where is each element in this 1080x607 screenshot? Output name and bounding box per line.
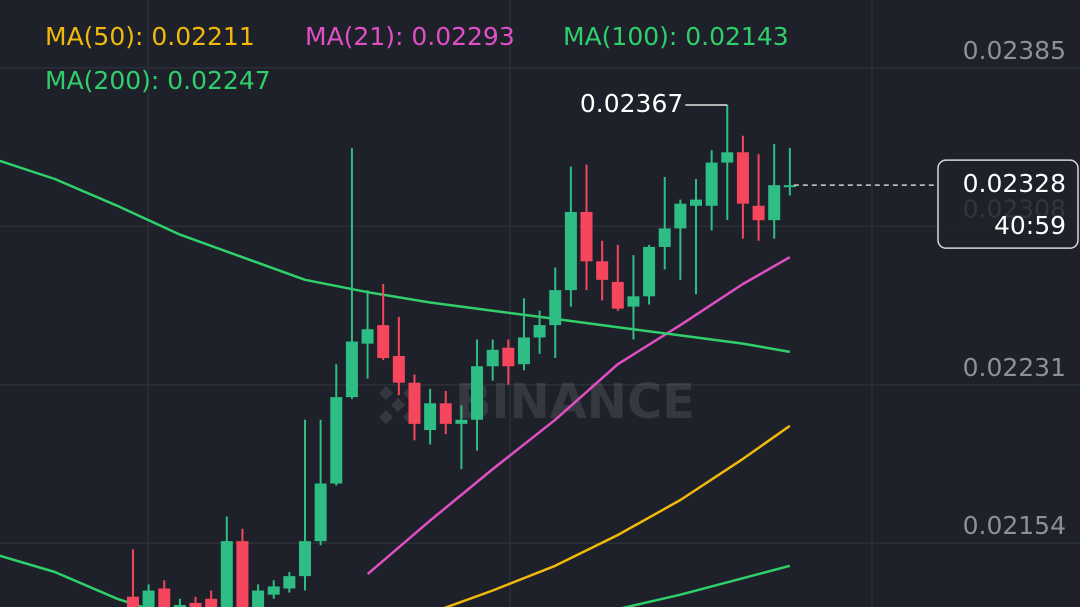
vertical-grid xyxy=(147,0,873,607)
candle-body xyxy=(455,419,468,424)
legend-entry: MA(100): 0.02143 xyxy=(563,22,789,51)
candle-body xyxy=(502,347,515,367)
ma-line xyxy=(0,554,791,607)
candle-body xyxy=(471,366,484,420)
candle-body xyxy=(549,290,562,326)
candle-body xyxy=(533,325,546,338)
candle-body xyxy=(173,604,186,607)
last-price-box xyxy=(937,159,1079,249)
candle-body xyxy=(658,228,671,247)
candle-body xyxy=(345,341,358,398)
candle-body xyxy=(517,337,530,365)
y-tick-label: 0.02154 xyxy=(963,511,1066,540)
candle-body xyxy=(330,397,343,484)
candle-body xyxy=(564,211,577,291)
candle-body xyxy=(314,483,327,542)
high-label: 0.02367 xyxy=(580,89,683,118)
candle-body xyxy=(611,281,624,309)
candle-body xyxy=(377,325,390,359)
overlay: 0.02367 0.02328 40:59 xyxy=(580,89,1079,249)
legend: MA(50): 0.02211 MA(21): 0.02293 MA(100): 0… xyxy=(45,22,789,95)
candle-body xyxy=(596,261,609,280)
y-tick-label: 0.02385 xyxy=(963,36,1066,65)
candle-body xyxy=(783,185,796,188)
countdown-label: 40:59 xyxy=(994,211,1066,240)
candle-body xyxy=(126,596,139,607)
candle-body xyxy=(392,355,405,383)
candle-body xyxy=(752,205,765,221)
ma-lines xyxy=(0,159,791,607)
candle-body xyxy=(267,586,280,595)
candle-body xyxy=(236,541,249,607)
ma-line xyxy=(0,159,791,354)
candle-body xyxy=(736,152,749,204)
ma-line xyxy=(443,424,791,607)
candle-body xyxy=(424,403,437,431)
grid xyxy=(0,67,1080,544)
candle-body xyxy=(142,590,155,607)
legend-entry: MA(50): 0.02211 xyxy=(45,22,255,51)
last-price-label: 0.02328 xyxy=(963,169,1066,198)
candle-body xyxy=(486,349,499,367)
y-tick-label: 0.02231 xyxy=(963,353,1066,382)
ma-line xyxy=(366,256,791,576)
candles xyxy=(126,104,796,607)
candle-body xyxy=(283,576,296,589)
candle-body xyxy=(627,296,640,307)
candle-body xyxy=(361,329,374,344)
candle-body xyxy=(299,541,311,577)
candle-body xyxy=(408,382,421,424)
candle-body xyxy=(189,602,202,607)
legend-entry: MA(200): 0.02247 xyxy=(45,66,271,95)
candle-body xyxy=(439,403,452,424)
candle-body xyxy=(205,598,218,607)
candle-body xyxy=(643,246,656,297)
candle-body xyxy=(768,185,781,221)
candle-body xyxy=(580,211,593,262)
candle-body xyxy=(705,162,718,206)
legend-entry: MA(21): 0.02293 xyxy=(305,22,515,51)
candle-body xyxy=(674,203,687,229)
candle-body xyxy=(721,152,734,163)
candle-body xyxy=(220,541,233,607)
candle-body xyxy=(252,590,265,607)
candle-body xyxy=(158,588,171,607)
candle-body xyxy=(690,199,702,206)
